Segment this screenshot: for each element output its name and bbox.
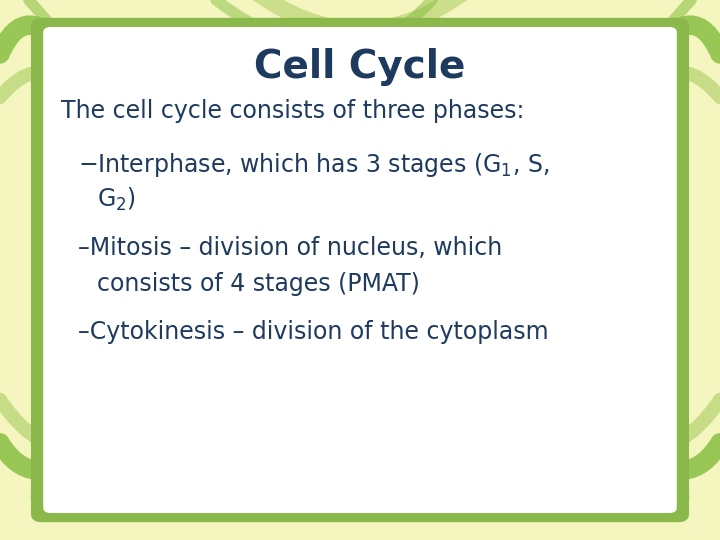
Text: Cell Cycle: Cell Cycle [254, 49, 466, 86]
Text: G$_2$): G$_2$) [97, 186, 136, 213]
Text: $-$Interphase, which has 3 stages (G$_1$, S,: $-$Interphase, which has 3 stages (G$_1$… [78, 151, 549, 179]
Text: –Cytokinesis – division of the cytoplasm: –Cytokinesis – division of the cytoplasm [78, 320, 549, 344]
FancyBboxPatch shape [43, 27, 677, 513]
Text: consists of 4 stages (PMAT): consists of 4 stages (PMAT) [97, 272, 420, 295]
FancyBboxPatch shape [31, 18, 689, 522]
Text: –Mitosis – division of nucleus, which: –Mitosis – division of nucleus, which [78, 237, 502, 260]
Text: The cell cycle consists of three phases:: The cell cycle consists of three phases: [61, 99, 525, 123]
